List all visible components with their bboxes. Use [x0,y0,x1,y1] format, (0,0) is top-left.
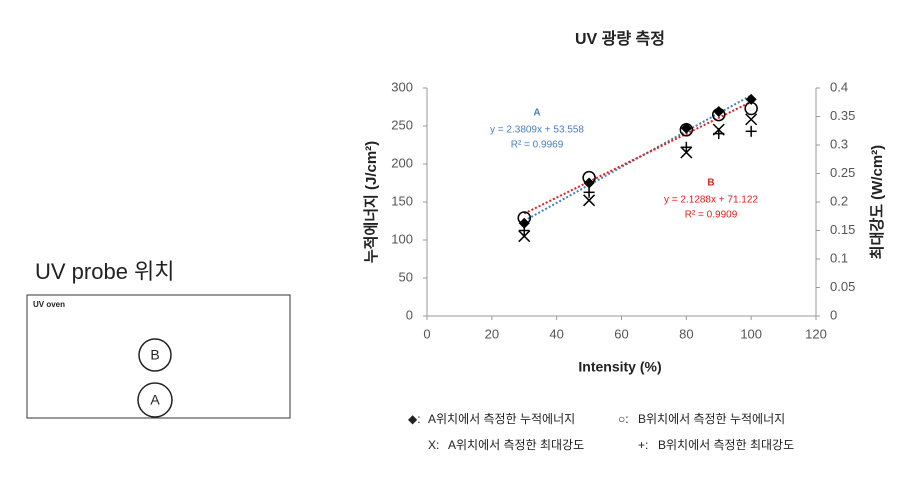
y2-tick-label: 0 [830,307,837,322]
data-point [712,107,726,122]
y2-tick-label: 0.35 [830,108,855,123]
x-tick-label: 20 [485,326,499,341]
probe-point: B [150,347,159,363]
trend-label: B [707,178,714,189]
marker-part [680,122,692,134]
probe-circle [137,382,173,418]
data-point [583,194,596,207]
marker-part [679,123,694,137]
trend-r2: R² = 0.9909 [685,210,738,221]
y-tick-label: 150 [391,193,413,208]
y2-tick-label: 0.4 [830,79,848,94]
x-tick-label: 0 [423,326,430,341]
marker-part [518,230,531,243]
data-point [518,230,531,243]
legend-label: A위치에서 측정한 누적에너지 [428,412,575,426]
legend-label: B위치에서 측정한 최대강도 [658,438,794,452]
y2-tick-label: 0.15 [830,222,855,237]
trend-label: A [533,108,540,119]
trend-r2: R² = 0.9969 [511,140,564,151]
x-tick-label: 80 [679,326,693,341]
data-point [517,211,531,225]
y2-tick-label: 0.2 [830,193,848,208]
marker-part [582,170,596,185]
trend-equation: y = 2.3809x + 53.558 [490,125,584,136]
chart-title: UV 광량 측정 [575,29,665,48]
data-point [518,225,530,236]
y-tick-label: 200 [391,155,413,170]
y-axis-label: 누적에너지 (J/cm²) [362,141,380,263]
marker-part [744,101,758,116]
y-tick-label: 250 [391,117,413,132]
probe-circle [138,338,172,372]
x-axis-label: Intensity (%) [578,359,661,375]
data-point [745,113,758,126]
legend-symbol: X: [428,438,439,452]
x-tick-label: 120 [805,326,827,341]
x-tick-label: 100 [740,326,762,341]
y2-tick-label: 0.3 [830,136,848,151]
data-point [745,125,757,137]
y-tick-label: 100 [391,231,413,246]
legend-symbol: +: [638,438,648,452]
y2-tick-label: 0.05 [830,279,855,294]
y-tick-label: 0 [406,307,413,322]
data-point [583,186,595,198]
data-point [680,122,692,134]
trend-equation: y = 2.1288x + 71.122 [664,195,758,206]
legend-symbol: ◆: [408,412,421,426]
marker-part [745,93,757,105]
oven-label: UV oven [33,300,65,309]
data-point [745,93,757,105]
marker-part [745,113,758,126]
probe-point: A [150,392,160,408]
x-tick-label: 40 [549,326,563,341]
y-tick-label: 300 [391,79,413,94]
data-point [582,170,596,185]
y2-tick-label: 0.1 [830,250,848,265]
data-point [744,101,758,116]
marker-part [517,211,531,225]
x-tick-label: 60 [614,326,628,341]
marker-part [712,107,726,122]
y-tick-label: 50 [399,269,413,284]
marker-part [583,194,596,207]
y2-axis-label: 최대강도 (W/cm²) [868,145,886,259]
data-point [713,128,725,140]
probe-title: UV probe 위치 [35,259,175,284]
data-point [680,141,692,153]
data-point [679,123,694,137]
legend-label: A위치에서 측정한 최대강도 [448,438,584,452]
y2-tick-label: 0.25 [830,165,855,180]
oven-box [26,294,291,419]
legend-symbol: ○: [618,412,629,426]
legend-label: B위치에서 측정한 누적에너지 [638,412,785,426]
